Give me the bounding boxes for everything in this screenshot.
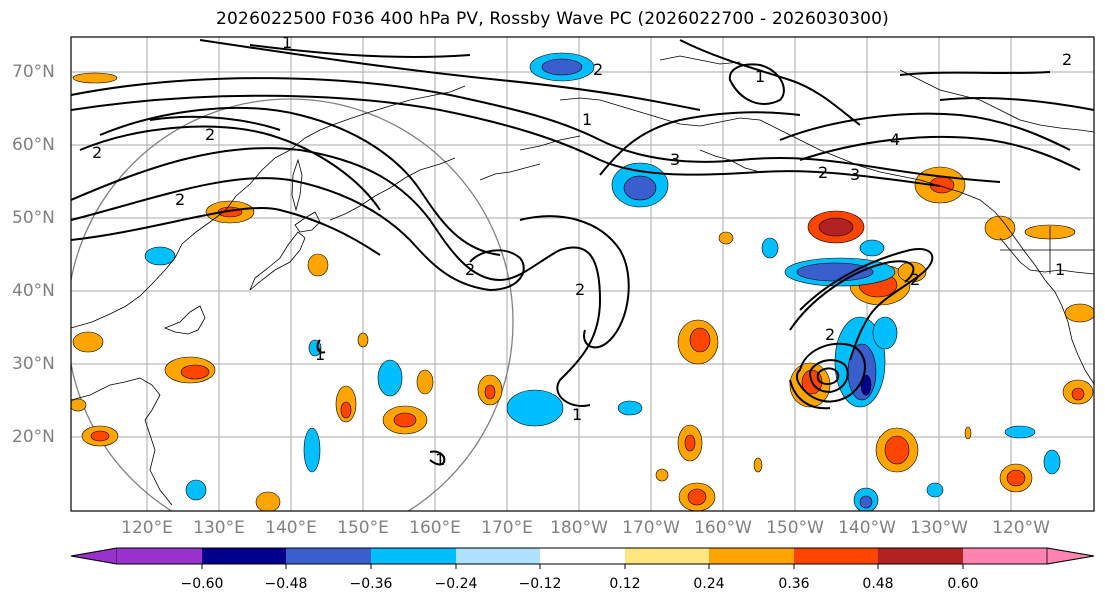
colorbar-extend-low — [70, 547, 118, 565]
lon-label: 130°E — [193, 518, 245, 538]
map-title: 2026022500 F036 400 hPa PV, Rossby Wave … — [216, 9, 889, 29]
contour-label: 2 — [825, 325, 835, 344]
contour-label: 1 — [435, 450, 445, 469]
lat-label-30n: 30°N — [12, 354, 55, 374]
contour-label: 2 — [465, 260, 475, 279]
lat-label-50n: 50°N — [12, 208, 55, 228]
contour-label: 1 — [1055, 260, 1065, 279]
colorbar-tick-label: 0.60 — [947, 576, 979, 592]
lon-label: 180°W — [550, 518, 608, 538]
contour-label: 3 — [850, 165, 860, 184]
contour-label: 2 — [818, 163, 828, 182]
contour-label: 3 — [670, 150, 680, 169]
lon-label: 170°E — [481, 518, 533, 538]
colorbar-tick-label: −0.24 — [434, 576, 478, 592]
lon-label: 140°W — [838, 518, 896, 538]
contour-label: 2 — [1062, 50, 1072, 69]
colorbar-tick-label: −0.36 — [349, 576, 393, 592]
lon-label: 130°W — [910, 518, 968, 538]
colorbar-tick-label: 0.48 — [862, 576, 894, 592]
gridlines — [71, 37, 1094, 511]
colorbar-extend-high — [1046, 547, 1095, 565]
contour-label: 1 — [282, 33, 292, 52]
colorbar-tick-label: 0.12 — [609, 576, 641, 592]
lon-label: 150°E — [337, 518, 389, 538]
lon-label: 120°W — [992, 518, 1050, 538]
lon-label: 120°E — [121, 518, 173, 538]
contour-label: 4 — [890, 130, 900, 149]
colorbar-tick-label: 0.24 — [693, 576, 725, 592]
contour-label: 1 — [582, 110, 592, 129]
contour-label: 1 — [572, 405, 582, 424]
contour-label: 2 — [205, 125, 215, 144]
lat-label-20n: 20°N — [12, 427, 55, 447]
contour-label: 2 — [175, 190, 185, 209]
lon-label: 160°E — [409, 518, 461, 538]
radius-circle — [71, 98, 514, 511]
lon-label: 150°W — [766, 518, 824, 538]
contour-label: 2 — [593, 60, 603, 79]
lat-label-40n: 40°N — [12, 281, 55, 301]
contour-label: 1 — [315, 345, 325, 364]
colorbar-tick-label: −0.48 — [264, 576, 308, 592]
lon-label: 170°W — [622, 518, 680, 538]
negative-anomalies — [144, 52, 1061, 511]
lat-label-60n: 60°N — [12, 135, 55, 155]
contour-labels: 2 2 2 1 2 2 1 2 3 2 4 1 1 2 1 1 2 3 2 1 — [92, 33, 1072, 469]
colorbar — [70, 547, 1095, 569]
lon-label: 140°E — [265, 518, 317, 538]
map-frame — [70, 36, 1095, 512]
contour-label: 2 — [92, 143, 102, 162]
contour-label: 1 — [755, 67, 765, 86]
contour-label: 2 — [910, 270, 920, 289]
colorbar-tick-label: −0.60 — [180, 576, 224, 592]
pv-contours — [71, 39, 1094, 466]
lat-label-70n: 70°N — [12, 62, 55, 82]
lon-label: 160°W — [694, 518, 752, 538]
colorbar-tick-label: 0.36 — [778, 576, 810, 592]
colorbar-tick-label: −0.12 — [518, 576, 562, 592]
contour-label: 2 — [575, 280, 585, 299]
